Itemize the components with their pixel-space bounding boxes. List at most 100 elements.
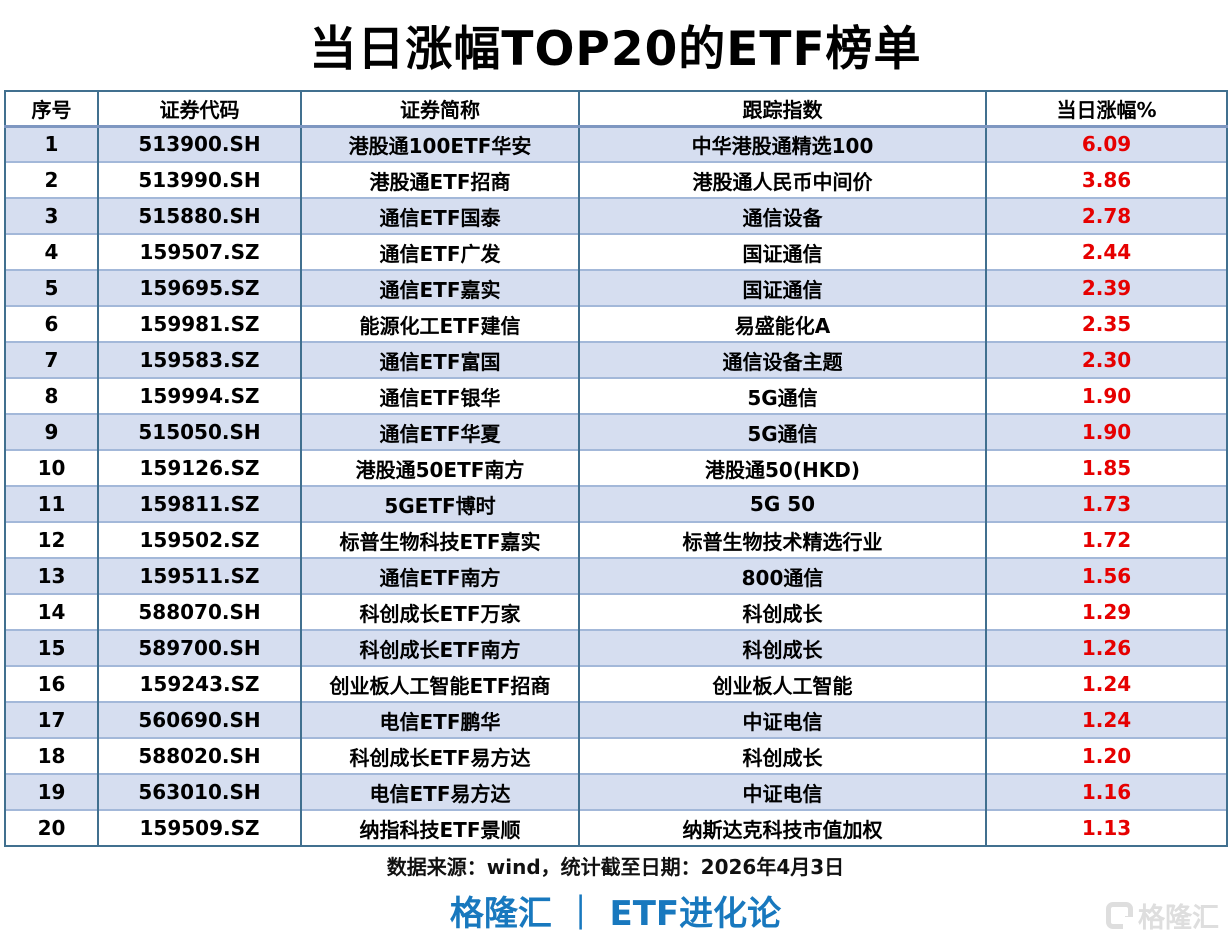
watermark-text: 格隆汇 bbox=[1138, 903, 1219, 934]
table-row: 15 589700.SH 科创成长ETF南方 科创成长 1.26 bbox=[4, 629, 1228, 666]
cell-rank: 1 bbox=[4, 125, 99, 162]
cell-index: 港股通50(HKD) bbox=[578, 449, 987, 486]
cell-change: 1.13 bbox=[985, 809, 1228, 846]
cell-change: 1.56 bbox=[985, 557, 1228, 594]
cell-index: 港股通人民币中间价 bbox=[578, 161, 987, 198]
cell-index: 国证通信 bbox=[578, 269, 987, 306]
table-row: 12 159502.SZ 标普生物科技ETF嘉实 标普生物技术精选行业 1.72 bbox=[4, 521, 1228, 558]
cell-change: 1.24 bbox=[985, 665, 1228, 702]
cell-code: 159509.SZ bbox=[97, 809, 302, 846]
cell-code: 515880.SH bbox=[97, 197, 302, 234]
cell-name: 通信ETF富国 bbox=[300, 341, 580, 378]
cell-code: 159502.SZ bbox=[97, 521, 302, 558]
cell-code: 159507.SZ bbox=[97, 233, 302, 270]
table-row: 8 159994.SZ 通信ETF银华 5G通信 1.90 bbox=[4, 377, 1228, 414]
cell-change: 1.73 bbox=[985, 485, 1228, 522]
cell-change: 1.16 bbox=[985, 773, 1228, 810]
cell-change: 1.90 bbox=[985, 413, 1228, 450]
cell-code: 159811.SZ bbox=[97, 485, 302, 522]
cell-code: 513900.SH bbox=[97, 125, 302, 162]
cell-rank: 16 bbox=[4, 665, 99, 702]
brand-footer: 格隆汇 ｜ ETF进化论 bbox=[449, 894, 782, 934]
cell-code: 159243.SZ bbox=[97, 665, 302, 702]
cell-index: 科创成长 bbox=[578, 737, 987, 774]
cell-change: 2.35 bbox=[985, 305, 1228, 342]
table-row: 20 159509.SZ 纳指科技ETF景顺 纳斯达克科技市值加权 1.13 bbox=[4, 809, 1228, 846]
cell-rank: 15 bbox=[4, 629, 99, 666]
cell-name: 科创成长ETF易方达 bbox=[300, 737, 580, 774]
cell-name: 标普生物科技ETF嘉实 bbox=[300, 521, 580, 558]
table-row: 19 563010.SH 电信ETF易方达 中证电信 1.16 bbox=[4, 773, 1228, 810]
cell-code: 588070.SH bbox=[97, 593, 302, 630]
header-cell-index: 跟踪指数 bbox=[578, 91, 987, 128]
cell-rank: 8 bbox=[4, 377, 99, 414]
cell-rank: 13 bbox=[4, 557, 99, 594]
cell-name: 科创成长ETF万家 bbox=[300, 593, 580, 630]
cell-index: 中证电信 bbox=[578, 773, 987, 810]
cell-rank: 5 bbox=[4, 269, 99, 306]
header-cell-change: 当日涨幅% bbox=[985, 91, 1228, 128]
cell-change: 2.78 bbox=[985, 197, 1228, 234]
cell-name: 科创成长ETF南方 bbox=[300, 629, 580, 666]
cell-rank: 18 bbox=[4, 737, 99, 774]
cell-change: 6.09 bbox=[985, 125, 1228, 162]
header-cell-name: 证券简称 bbox=[300, 91, 580, 128]
table-row: 9 515050.SH 通信ETF华夏 5G通信 1.90 bbox=[4, 413, 1228, 450]
cell-change: 1.20 bbox=[985, 737, 1228, 774]
cell-name: 纳指科技ETF景顺 bbox=[300, 809, 580, 846]
cell-code: 563010.SH bbox=[97, 773, 302, 810]
cell-rank: 17 bbox=[4, 701, 99, 738]
cell-index: 5G通信 bbox=[578, 413, 987, 450]
cell-rank: 10 bbox=[4, 449, 99, 486]
cell-index: 创业板人工智能 bbox=[578, 665, 987, 702]
cell-name: 通信ETF南方 bbox=[300, 557, 580, 594]
cell-code: 589700.SH bbox=[97, 629, 302, 666]
cell-rank: 7 bbox=[4, 341, 99, 378]
cell-name: 港股通ETF招商 bbox=[300, 161, 580, 198]
table-row: 18 588020.SH 科创成长ETF易方达 科创成长 1.20 bbox=[4, 737, 1228, 774]
table-row: 7 159583.SZ 通信ETF富国 通信设备主题 2.30 bbox=[4, 341, 1228, 378]
etf-table-body: 1 513900.SH 港股通100ETF华安 中华港股通精选100 6.09 2 5139… bbox=[4, 125, 1228, 846]
table-row: 14 588070.SH 科创成长ETF万家 科创成长 1.29 bbox=[4, 593, 1228, 630]
table-row: 4 159507.SZ 通信ETF广发 国证通信 2.44 bbox=[4, 233, 1228, 270]
cell-change: 1.29 bbox=[985, 593, 1228, 630]
cell-code: 515050.SH bbox=[97, 413, 302, 450]
cell-code: 560690.SH bbox=[97, 701, 302, 738]
cell-name: 通信ETF华夏 bbox=[300, 413, 580, 450]
table-row: 16 159243.SZ 创业板人工智能ETF招商 创业板人工智能 1.24 bbox=[4, 665, 1228, 702]
table-row: 6 159981.SZ 能源化工ETF建信 易盛能化A 2.35 bbox=[4, 305, 1228, 342]
table-row: 5 159695.SZ 通信ETF嘉实 国证通信 2.39 bbox=[4, 269, 1228, 306]
table-row: 2 513990.SH 港股通ETF招商 港股通人民币中间价 3.86 bbox=[4, 161, 1228, 198]
cell-name: 通信ETF银华 bbox=[300, 377, 580, 414]
cell-change: 3.86 bbox=[985, 161, 1228, 198]
header-cell-rank: 序号 bbox=[4, 91, 99, 128]
cell-name: 港股通100ETF华安 bbox=[300, 125, 580, 162]
table-row: 17 560690.SH 电信ETF鹏华 中证电信 1.24 bbox=[4, 701, 1228, 738]
cell-index: 通信设备主题 bbox=[578, 341, 987, 378]
cell-index: 5G通信 bbox=[578, 377, 987, 414]
cell-code: 159981.SZ bbox=[97, 305, 302, 342]
cell-change: 1.85 bbox=[985, 449, 1228, 486]
cell-code: 159994.SZ bbox=[97, 377, 302, 414]
cell-name: 能源化工ETF建信 bbox=[300, 305, 580, 342]
cell-code: 513990.SH bbox=[97, 161, 302, 198]
table-row: 3 515880.SH 通信ETF国泰 通信设备 2.78 bbox=[4, 197, 1228, 234]
cell-code: 159583.SZ bbox=[97, 341, 302, 378]
cell-name: 通信ETF国泰 bbox=[300, 197, 580, 234]
cell-code: 159695.SZ bbox=[97, 269, 302, 306]
gelonghui-logo-icon bbox=[1106, 902, 1133, 929]
watermark-logo: 格隆汇 bbox=[1106, 896, 1219, 935]
cell-index: 中证电信 bbox=[578, 701, 987, 738]
cell-rank: 11 bbox=[4, 485, 99, 522]
cell-rank: 6 bbox=[4, 305, 99, 342]
table-header-row: 序号 证券代码 证券简称 跟踪指数 当日涨幅% bbox=[4, 91, 1228, 128]
table-row: 10 159126.SZ 港股通50ETF南方 港股通50(HKD) 1.85 bbox=[4, 449, 1228, 486]
cell-index: 标普生物技术精选行业 bbox=[578, 521, 987, 558]
cell-change: 2.39 bbox=[985, 269, 1228, 306]
cell-change: 2.30 bbox=[985, 341, 1228, 378]
cell-index: 易盛能化A bbox=[578, 305, 987, 342]
cell-change: 1.72 bbox=[985, 521, 1228, 558]
cell-rank: 4 bbox=[4, 233, 99, 270]
cell-index: 800通信 bbox=[578, 557, 987, 594]
